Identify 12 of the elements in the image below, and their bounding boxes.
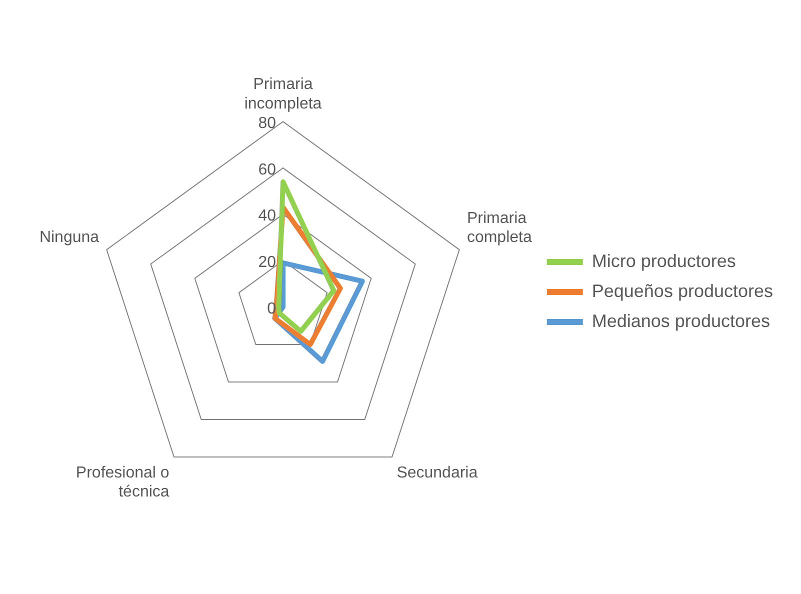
y-tick-label: 40 — [258, 208, 276, 225]
spoke-label: Primaria incompleta — [244, 76, 322, 112]
spoke-label: Ninguna — [39, 229, 100, 246]
y-tick-label: 60 — [258, 161, 276, 178]
legend-label: Micro productores — [592, 250, 736, 271]
spoke-label: Secundaria — [396, 464, 478, 482]
legend-label: Pequeños productores — [592, 280, 773, 301]
y-tick-label: 20 — [258, 254, 276, 272]
spoke-label: Profesional o técnica — [76, 464, 170, 501]
y-tick-label: 80 — [258, 114, 276, 132]
legend-label: Medianos productores — [592, 310, 770, 331]
spoke-label: Primaria completa — [466, 210, 532, 246]
